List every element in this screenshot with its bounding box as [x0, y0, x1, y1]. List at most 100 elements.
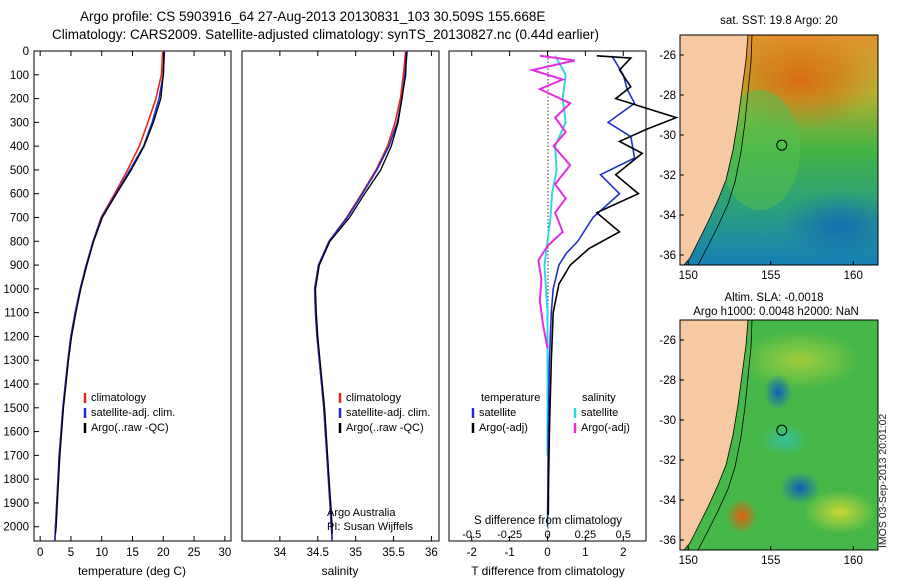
depth-ytick-label: 700	[10, 213, 29, 225]
sal-legend-label: climatology	[346, 392, 402, 404]
sdiff-xtick-label: 0.5	[616, 529, 631, 541]
sst-map-frame	[679, 34, 879, 266]
temp-legend-label: satellite-adj. clim.	[91, 407, 175, 419]
sdiff-xtick-label: 0	[544, 529, 550, 541]
temp-argo-line	[54, 52, 165, 534]
depth-ytick-label: 1700	[3, 450, 29, 462]
tdiff-legend-header: temperature	[481, 392, 540, 404]
sal-argo-line	[314, 52, 408, 534]
sla-xtick-label: 150	[679, 555, 698, 567]
sla-ytick-label: -30	[659, 415, 676, 427]
sla-cyan-patch	[761, 424, 809, 456]
sst-ytick-label: -32	[659, 170, 676, 182]
sla-map: Altim. SLA: -0.0018 Argo h1000: 0.0048 h…	[659, 292, 879, 567]
sla-xtick-label: 155	[761, 555, 780, 567]
sla-yellow-region	[740, 330, 860, 390]
salinity-xtick-label: 35.5	[382, 547, 404, 559]
salinity-xtick-label: 36	[425, 547, 438, 559]
sdiff-legend-header: salinity	[582, 392, 616, 404]
sst-cool-region	[780, 190, 878, 260]
tdiff-xtick-label: 2	[620, 547, 626, 559]
sst-xtick-label: 150	[679, 270, 698, 282]
temperature-profile-lines	[54, 50, 166, 542]
temperature-panel: 0 5 10 15 20 25 30 0 100 200 300 400 500 600 700 800 90…	[3, 46, 454, 578]
depth-ytick-label: 1600	[3, 427, 29, 439]
temperature-xtick-label: 20	[157, 547, 170, 559]
temperature-xtick-label: 0	[37, 547, 43, 559]
sla-eddy-north	[764, 374, 792, 410]
sla-title-line2: Argo h1000: 0.0048 h2000: NaN	[693, 306, 859, 318]
sla-eddy-south	[780, 472, 820, 504]
depth-ytick-label: 900	[10, 260, 29, 272]
sla-title-line1: Altim. SLA: -0.0018	[724, 292, 823, 304]
difference-profile-lines	[528, 54, 679, 527]
tdiff-xtick-label: -1	[504, 547, 514, 559]
sla-land	[680, 320, 748, 550]
temperature-x-label: temperature (deg C)	[78, 564, 186, 578]
sst-ytick-label: -34	[659, 210, 676, 222]
depth-ytick-label: 1000	[3, 284, 29, 296]
depth-ytick-label: 200	[10, 94, 29, 106]
temperature-xtick-label: 10	[95, 547, 108, 559]
depth-ytick-label: 300	[10, 117, 29, 129]
temperature-xtick-label: 25	[188, 547, 201, 559]
salinity-axes-frame	[241, 50, 440, 542]
salinity-panel: 34 34.5 35 35.5 36 climatology satellite-adj.…	[241, 50, 440, 578]
sst-map-ticks: 150 155 160 -26 -28 -30 -32 -34 -36	[659, 50, 862, 282]
temp-legend-label: Argo(..raw -QC)	[91, 422, 169, 434]
depth-ytick-label: 100	[10, 70, 29, 82]
temperature-x-ticks: 0 5 10 15 20 25 30	[37, 51, 231, 559]
sst-ytick-label: -36	[659, 250, 676, 262]
depth-ytick-label: 500	[10, 165, 29, 177]
sst-ytick-label: -28	[659, 90, 676, 102]
sla-ytick-label: -28	[659, 375, 676, 387]
sst-coastline	[683, 35, 749, 265]
depth-ytick-label: 1800	[3, 474, 29, 486]
depth-ytick-label: 800	[10, 236, 29, 248]
sst-map: sat. SST: 19.8 Argo: 20 150 155 160 -26 -28 -…	[659, 15, 879, 282]
sla-ytick-label: -34	[659, 495, 676, 507]
s-difference-label: S difference from climatology	[474, 515, 622, 527]
sla-yellow-patch	[804, 490, 876, 534]
depth-ytick-label: 1100	[4, 308, 29, 320]
sst-map-title: sat. SST: 19.8 Argo: 20	[720, 15, 838, 27]
depth-y-ticks: 0 100 200 300 400 500 600 700 800 900 1000 1100 1200…	[3, 46, 454, 534]
tdiff-argo-line	[547, 55, 679, 515]
depth-ytick-label: 0	[23, 46, 29, 58]
difference-panel: -2 -1 0 1 2 -0.5 -0.25 0 0.25 0.5 temperature sate…	[448, 50, 679, 578]
depth-ytick-label: 600	[10, 189, 29, 201]
sdiff-xtick-label: -0.25	[497, 529, 522, 541]
temperature-legend: climatology satellite-adj. clim. Argo(..ra…	[83, 392, 175, 434]
tdiff-xtick-label: 0	[544, 547, 550, 559]
sst-green-band	[720, 90, 800, 210]
salinity-x-ticks: 34 34.5 35 35.5 36	[273, 51, 438, 559]
sdiff-legend-label: Argo(-adj)	[581, 422, 630, 434]
depth-ytick-label: 400	[10, 141, 29, 153]
figure-title-line1: Argo profile: CS 5903916_64 27-Aug-2013 …	[80, 9, 546, 24]
depth-ytick-label: 2000	[3, 522, 29, 534]
salinity-x-label: salinity	[322, 564, 359, 578]
imos-timestamp: IMOS 03-Sep-2013 20:01:02	[877, 413, 889, 548]
temperature-xtick-label: 5	[68, 547, 74, 559]
difference-x-ticks: -2 -1 0 1 2 -0.5 -0.25 0 0.25 0.5	[462, 51, 631, 559]
sla-isobath	[697, 320, 753, 550]
sst-ytick-label: -30	[659, 130, 676, 142]
sla-coastline	[683, 320, 749, 550]
temperature-xtick-label: 15	[126, 547, 139, 559]
sdiff-argo-line	[528, 54, 576, 349]
salinity-profile-lines	[313, 50, 408, 542]
sst-xtick-label: 155	[761, 270, 780, 282]
pi-name-label: PI: Susan Wijffels	[327, 521, 413, 533]
tdiff-satellite-line	[546, 55, 636, 527]
depth-ytick-label: 1500	[3, 403, 29, 415]
difference-legend: temperature satellite Argo(-adj) salinity sa…	[471, 392, 630, 434]
sla-ytick-label: -26	[659, 335, 676, 347]
tdiff-legend-label: satellite	[479, 407, 516, 419]
sla-map-frame	[679, 319, 879, 551]
temperature-axes-frame	[33, 50, 232, 542]
tdiff-xtick-label: -2	[467, 547, 477, 559]
tdiff-legend-label: Argo(-adj)	[479, 422, 528, 434]
sla-ytick-label: -36	[659, 535, 676, 547]
depth-ytick-label: 1200	[3, 331, 29, 343]
sla-argo-marker	[776, 424, 788, 436]
